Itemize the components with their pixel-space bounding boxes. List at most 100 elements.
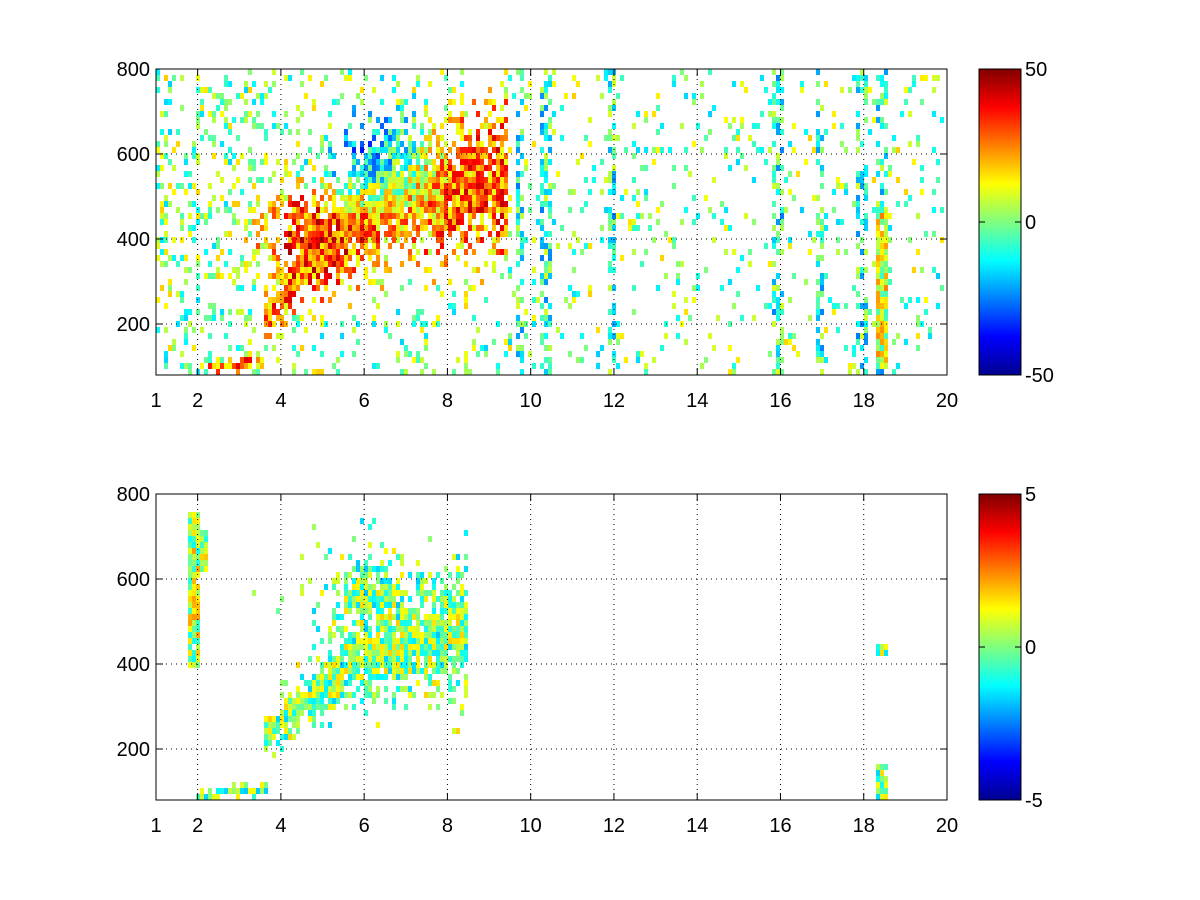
heat-cell [192, 590, 196, 596]
heat-cell [400, 153, 404, 159]
x-tick-label: 2 [192, 815, 203, 837]
heat-cell [836, 219, 840, 225]
heat-cell [372, 207, 376, 213]
x-tick-label: 20 [936, 390, 958, 412]
heat-cell [352, 111, 356, 117]
heat-cell [412, 177, 416, 183]
heat-cell [240, 357, 244, 363]
heat-cell [384, 159, 388, 165]
heat-cell [420, 219, 424, 225]
heat-cell [872, 207, 876, 213]
heat-cell [280, 333, 284, 339]
heat-cell [320, 722, 324, 728]
heat-cell [440, 225, 444, 231]
heat-cell [352, 183, 356, 189]
heat-cell [396, 207, 400, 213]
heat-cell [156, 183, 160, 189]
heat-cell [476, 351, 480, 357]
heat-cell [436, 662, 440, 668]
heat-cell [272, 273, 276, 279]
heat-cell [788, 339, 792, 345]
heat-cell [504, 189, 508, 195]
heat-cell [272, 207, 276, 213]
heat-cell [384, 129, 388, 135]
heat-cell [616, 339, 620, 345]
heat-cell [284, 309, 288, 315]
heat-cell [268, 201, 272, 207]
heat-cell [544, 231, 548, 237]
heat-cell [236, 273, 240, 279]
heat-cell [252, 159, 256, 165]
heat-cell [780, 87, 784, 93]
heat-cell [240, 363, 244, 369]
heat-cell [412, 111, 416, 117]
heat-cell [444, 596, 448, 602]
heat-cell [344, 596, 348, 602]
heat-cell [504, 207, 508, 213]
heat-cell [368, 692, 372, 698]
heat-cell [372, 644, 376, 650]
heat-cell [296, 716, 300, 722]
heat-cell [368, 195, 372, 201]
heat-cell [444, 620, 448, 626]
heat-cell [404, 662, 408, 668]
heat-cell [388, 117, 392, 123]
heat-cell [328, 632, 332, 638]
heat-cell [188, 512, 192, 518]
heat-cell [328, 237, 332, 243]
heat-cell [356, 560, 360, 566]
y-tick-label: 400 [117, 654, 150, 676]
heat-cell [440, 189, 444, 195]
heat-cell [516, 183, 520, 189]
heat-cell [684, 207, 688, 213]
heat-cell [292, 327, 296, 333]
heat-cell [272, 213, 276, 219]
heat-cell [396, 147, 400, 153]
heat-cell [252, 279, 256, 285]
heat-cell [420, 129, 424, 135]
heat-cell [440, 578, 444, 584]
heat-cell [392, 171, 396, 177]
heat-cell [232, 782, 236, 788]
heat-cell [204, 213, 208, 219]
heat-cell [924, 75, 928, 81]
heat-cell [836, 237, 840, 243]
heat-cell [460, 159, 464, 165]
x-tick-label: 4 [275, 815, 286, 837]
heat-cell [372, 183, 376, 189]
heat-cell [424, 333, 428, 339]
heat-cell [260, 99, 264, 105]
heat-cell [336, 698, 340, 704]
heat-cell [576, 81, 580, 87]
heat-cell [484, 123, 488, 129]
heat-cell [324, 243, 328, 249]
heat-cell [452, 195, 456, 201]
heat-cell [856, 135, 860, 141]
heat-cell [332, 686, 336, 692]
heat-cell [296, 117, 300, 123]
heat-cell [196, 638, 200, 644]
heat-cell [236, 135, 240, 141]
heat-cell [888, 237, 892, 243]
heat-cell [184, 171, 188, 177]
heat-cell [312, 704, 316, 710]
heat-cell [592, 165, 596, 171]
heat-cell [796, 171, 800, 177]
heat-cell [292, 704, 296, 710]
heat-cell [304, 680, 308, 686]
heat-cell [424, 147, 428, 153]
heat-cell [440, 177, 444, 183]
heat-cell [432, 584, 436, 590]
heat-cell [880, 303, 884, 309]
heat-cell [296, 704, 300, 710]
heat-cell [444, 171, 448, 177]
heat-cell [616, 213, 620, 219]
heat-cell [856, 171, 860, 177]
heat-cell [396, 309, 400, 315]
heat-cell [380, 99, 384, 105]
heat-cell [432, 626, 436, 632]
heat-cell [384, 219, 388, 225]
heat-cell [524, 105, 528, 111]
heat-cell [388, 578, 392, 584]
heat-cell [368, 614, 372, 620]
